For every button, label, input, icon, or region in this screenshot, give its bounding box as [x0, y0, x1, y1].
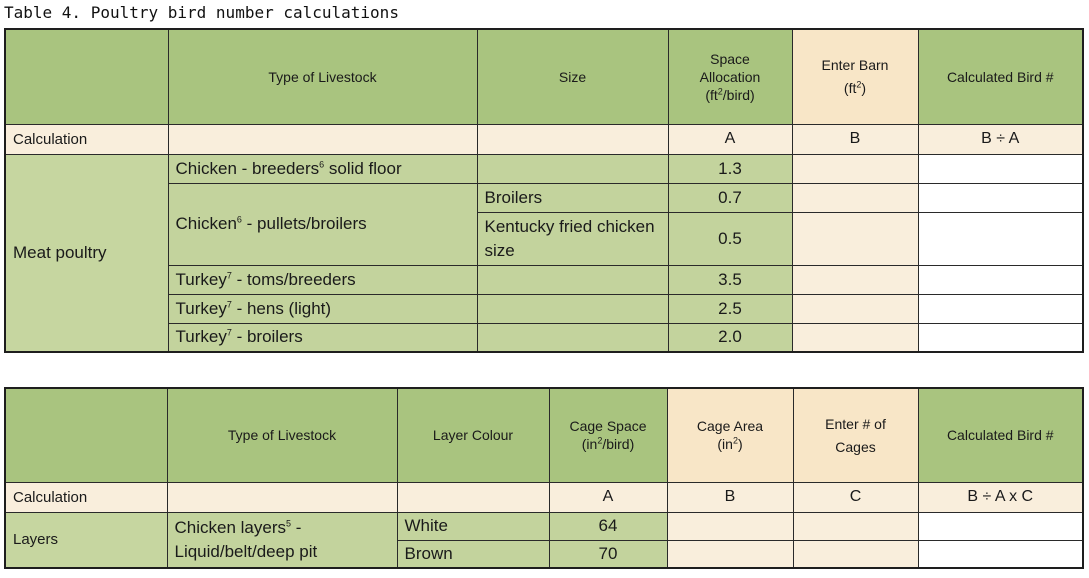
calc-b: B [666, 481, 794, 513]
cage-space-value: 64 [548, 511, 668, 541]
cages-count-input[interactable] [792, 511, 919, 541]
barn-area-input[interactable] [791, 322, 919, 353]
space-allocation-value: 1.3 [667, 153, 793, 184]
calc-b: B [791, 123, 919, 155]
barn-area-input[interactable] [791, 182, 919, 213]
header-layer-colour: Layer Colour [396, 387, 550, 483]
calculated-bird-output [917, 511, 1084, 541]
calc-a: A [548, 481, 668, 513]
cage-area-input[interactable] [666, 511, 794, 541]
barn-area-input[interactable] [791, 153, 919, 184]
table-row: Turkey7 - broilers 2.0 [5, 322, 1084, 353]
cage-area-input[interactable] [666, 539, 794, 569]
calculated-bird-output [917, 293, 1084, 324]
table-row: Turkey7 - hens (light) 2.5 [5, 293, 1084, 324]
space-allocation-value: 2.0 [667, 322, 793, 353]
size-cell [476, 293, 669, 324]
layer-colour: White [396, 511, 550, 541]
calc-c: C [792, 481, 919, 513]
header-size: Size [476, 28, 669, 125]
livestock-type: Chicken - breeders6 solid floor [167, 153, 478, 184]
calculated-bird-output [917, 153, 1084, 184]
calculated-bird-output [917, 539, 1084, 569]
calc-result-formula: B ÷ A x C [917, 481, 1084, 513]
calc-blank [167, 123, 478, 155]
calculated-bird-output [917, 264, 1084, 295]
calc-a: A [667, 123, 793, 155]
header-enter-cages: Enter # of Cages [792, 387, 919, 483]
calc-result-formula: B ÷ A [917, 123, 1084, 155]
header-cage-space: Cage Space (in2/bird) [548, 387, 668, 483]
calculated-bird-output [917, 211, 1084, 266]
table-row: Brown 70 [5, 539, 1084, 569]
header-row: Type of Livestock Layer Colour Cage Spac… [4, 387, 1084, 483]
size-cell: Kentucky fried chicken size [476, 211, 669, 266]
cage-space-value: 70 [548, 539, 668, 569]
meat-poultry-table: Type of Livestock Size Space Allocation … [4, 28, 1084, 353]
header-type-of-livestock: Type of Livestock [166, 387, 398, 483]
livestock-type: Turkey7 - hens (light) [167, 293, 478, 324]
header-type-of-livestock: Type of Livestock [167, 28, 478, 125]
calc-blank [166, 481, 398, 513]
space-allocation-value: 3.5 [667, 264, 793, 295]
size-cell [476, 153, 669, 184]
livestock-type: Chicken6 - pullets/broilers [167, 182, 478, 266]
cages-count-input[interactable] [792, 539, 919, 569]
livestock-type: Turkey7 - toms/breeders [167, 264, 478, 295]
calc-blank [396, 481, 550, 513]
header-calculated-bird: Calculated Bird # [917, 387, 1084, 483]
calculated-bird-output [917, 322, 1084, 353]
table-row: Turkey7 - toms/breeders 3.5 [5, 264, 1084, 295]
layer-colour: Brown [396, 539, 550, 569]
header-blank [4, 28, 169, 125]
space-allocation-value: 0.7 [667, 182, 793, 213]
table-row: Meat poultry Chicken - breeders6 solid f… [4, 153, 1084, 353]
header-calculated-bird: Calculated Bird # [917, 28, 1084, 125]
calculation-label: Calculation [4, 123, 169, 155]
barn-area-input[interactable] [791, 293, 919, 324]
calculated-bird-output [917, 182, 1084, 213]
size-cell: Broilers [476, 182, 669, 213]
size-cell [476, 264, 669, 295]
barn-area-input[interactable] [791, 211, 919, 266]
space-allocation-value: 0.5 [667, 211, 793, 266]
space-allocation-value: 2.5 [667, 293, 793, 324]
header-cage-area: Cage Area (in2) [666, 387, 794, 483]
category-meat-poultry: Meat poultry [4, 153, 169, 353]
calculation-row: Calculation A B C B ÷ A x C [4, 481, 1084, 513]
category-layers: Layers [4, 511, 168, 569]
calc-blank [476, 123, 669, 155]
table-row: Chicken6 - pullets/broilers Broilers 0.7 [5, 182, 1084, 266]
size-cell [476, 322, 669, 353]
header-blank [4, 387, 168, 483]
header-enter-barn: Enter Barn (ft2) [791, 28, 919, 125]
livestock-type: Chicken layers5 - Liquid/belt/deep pit [166, 511, 398, 569]
header-space-allocation: Space Allocation (ft2/bird) [667, 28, 793, 125]
layers-table: Type of Livestock Layer Colour Cage Spac… [4, 387, 1084, 569]
barn-area-input[interactable] [791, 264, 919, 295]
livestock-type: Turkey7 - broilers [167, 322, 478, 353]
table-row: Layers Chicken layers5 - Liquid/belt/dee… [4, 511, 1084, 569]
table-caption: Table 4. Poultry bird number calculation… [4, 3, 399, 22]
calculation-label: Calculation [4, 481, 168, 513]
header-row: Type of Livestock Size Space Allocation … [4, 28, 1084, 125]
calculation-row: Calculation A B B ÷ A [4, 123, 1084, 155]
